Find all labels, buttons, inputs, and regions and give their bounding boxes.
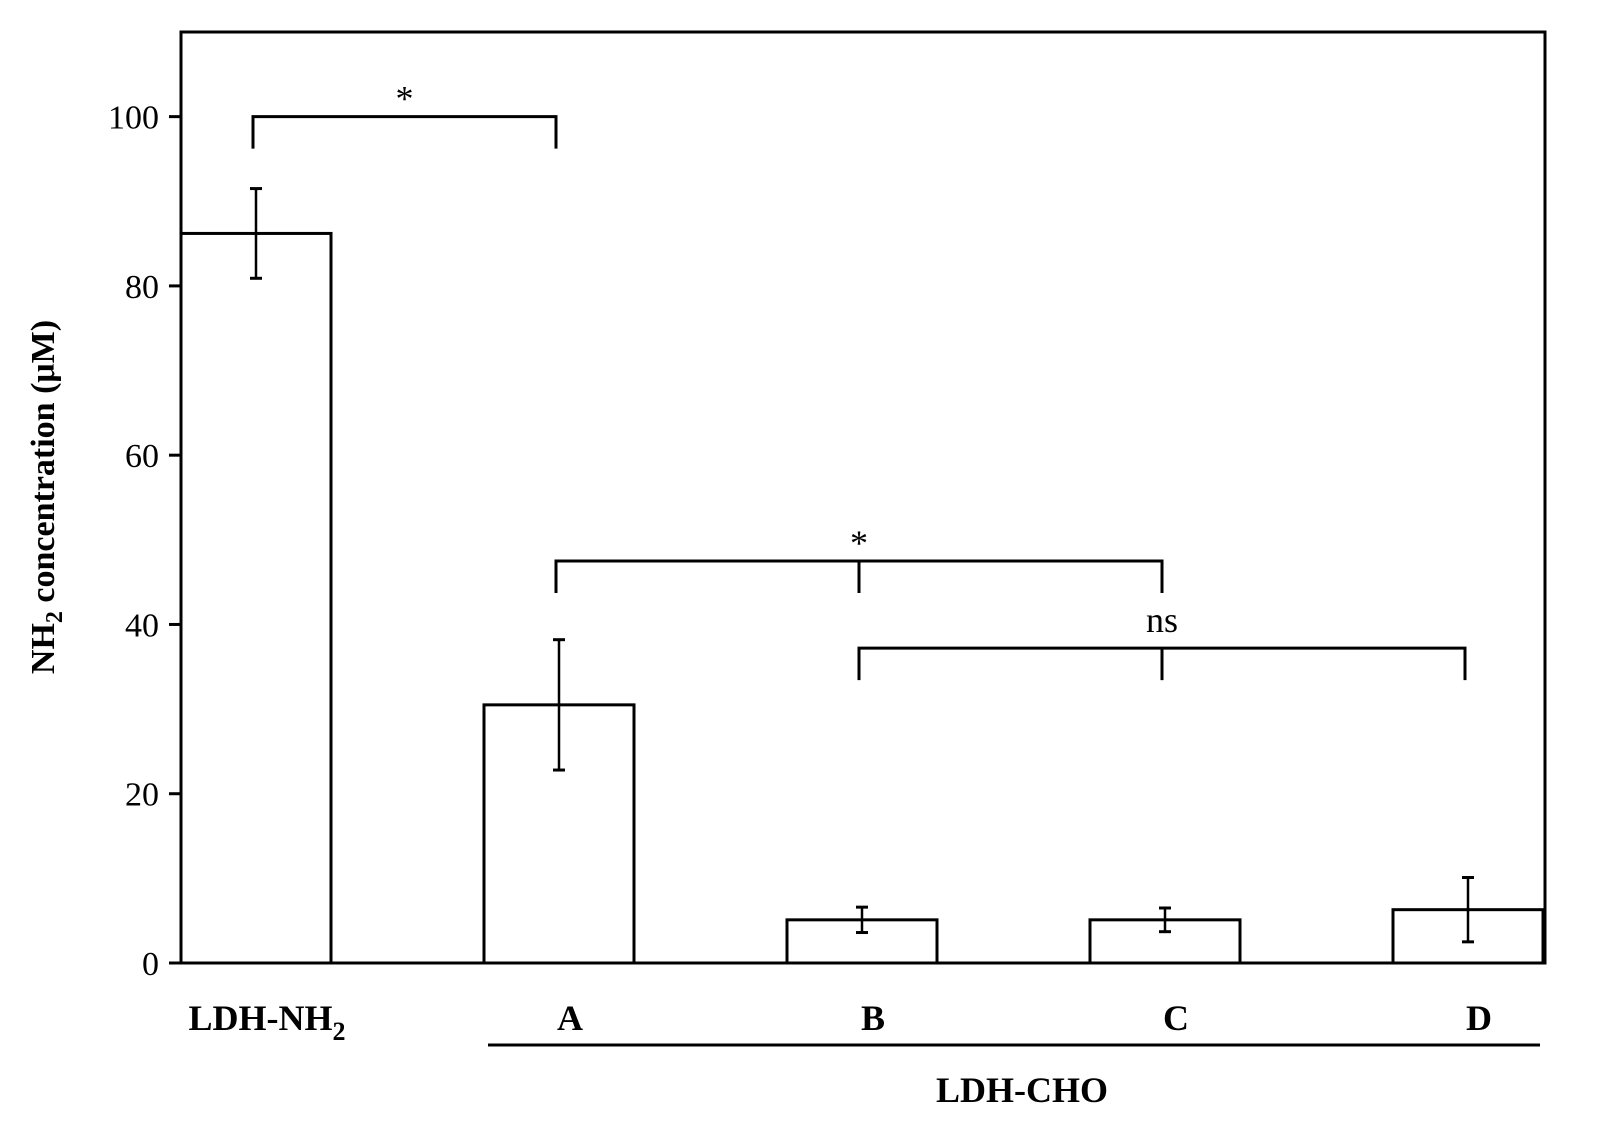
category-label-3: C (1163, 998, 1189, 1038)
category-labels: LDH-NH2 A B C D (189, 998, 1493, 1046)
y-tick-label-0: 0 (142, 946, 159, 983)
y-tick-label-1: 20 (125, 777, 159, 814)
significance-label-2: ns (1146, 600, 1178, 640)
y-axis-ticks: 0 20 40 60 80 100 (108, 100, 181, 983)
significance-label-1: * (850, 523, 868, 563)
y-tick-label-3: 60 (125, 438, 159, 475)
significance-brackets: * * ns (251, 79, 1467, 681)
category-label-1: A (557, 998, 583, 1038)
y-axis-label-subscript: 2 (42, 611, 68, 623)
significance-label-0: * (396, 79, 414, 119)
category-label-4-text: D (1466, 998, 1492, 1038)
y-tick-label-2: 40 (125, 607, 159, 644)
bar-0 (179, 231, 333, 965)
category-label-0: LDH-NH2 (189, 998, 346, 1046)
category-label-1-text: A (557, 998, 583, 1038)
y-axis-label-main: NH (25, 623, 62, 674)
y-tick-label-4: 80 (125, 269, 159, 306)
error-bars (250, 187, 1474, 944)
significance-bracket-1 (554, 559, 1164, 593)
category-label-4: D (1466, 998, 1492, 1038)
category-label-2-text: B (861, 998, 885, 1038)
category-label-0-text: LDH-NH (189, 998, 333, 1038)
category-label-0-subscript: 2 (333, 1017, 346, 1046)
significance-bracket-0 (251, 115, 558, 149)
category-label-2: B (861, 998, 885, 1038)
bars (179, 231, 1545, 965)
group-label: LDH-CHO (936, 1070, 1108, 1110)
plot-frame (179, 30, 1547, 965)
y-axis-label: NH2 concentration (μM) (25, 320, 68, 674)
category-label-3-text: C (1163, 998, 1189, 1038)
y-tick-label-5: 100 (108, 100, 159, 137)
y-axis-label-suffix: concentration (μM) (25, 320, 62, 611)
